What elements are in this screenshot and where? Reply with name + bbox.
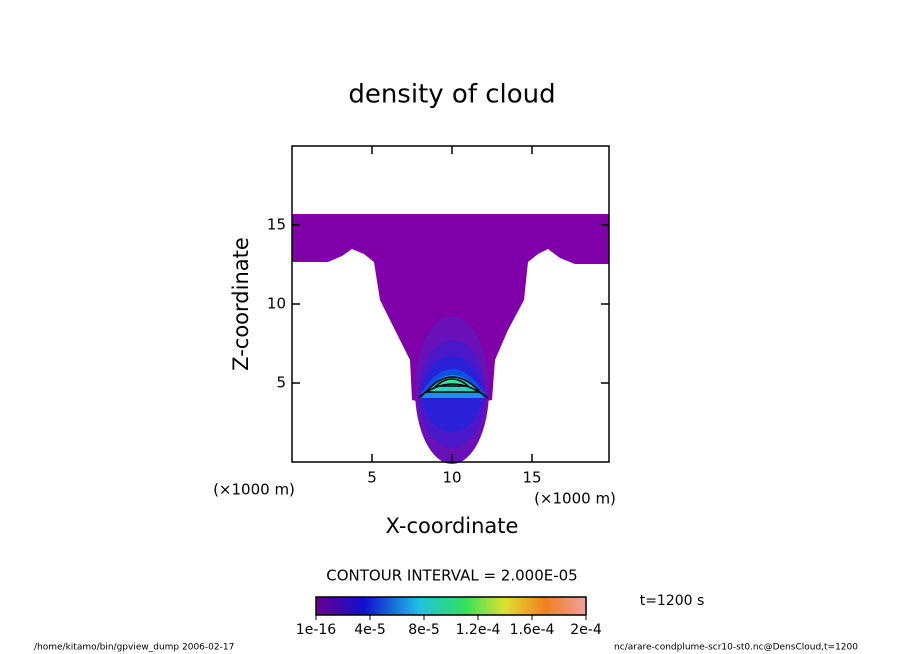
x-tick-label: 5 <box>367 469 377 487</box>
footer-right: nc/arare-condplume-scr10-st0.nc@DensClou… <box>614 643 858 653</box>
x-unit: (×1000 m) <box>213 481 295 499</box>
contour-interval: CONTOUR INTERVAL = 2.000E-05 <box>326 567 577 585</box>
colorbar-tick-label: 1.2e-4 <box>456 622 501 638</box>
colorbar-tick-label: 4e-5 <box>354 622 385 638</box>
y-axis-label: Z-coordinate <box>229 237 253 371</box>
chart-title: density of cloud <box>348 80 555 110</box>
y-tick-label: 5 <box>276 374 286 392</box>
contour-fill <box>292 214 609 464</box>
y-tick-label: 10 <box>267 295 286 313</box>
colorbar-tick-label: 2e-4 <box>570 622 602 638</box>
footer-left: /home/kitamo/bin/gpview_dump 2006-02-17 <box>34 643 234 653</box>
colorbar-tick-label: 1.6e-4 <box>510 622 555 638</box>
colorbar <box>315 596 587 616</box>
x-tick-label: 10 <box>442 469 461 487</box>
colorbar-tick-label: 8e-5 <box>408 622 439 638</box>
x-unit: (×1000 m) <box>534 490 616 508</box>
time-label: t=1200 s <box>640 593 705 609</box>
x-tick-label: 15 <box>522 469 541 487</box>
colorbar-tick-label: 1e-16 <box>296 622 336 638</box>
y-tick-label: 15 <box>267 216 286 234</box>
x-axis-label: X-coordinate <box>386 514 519 538</box>
